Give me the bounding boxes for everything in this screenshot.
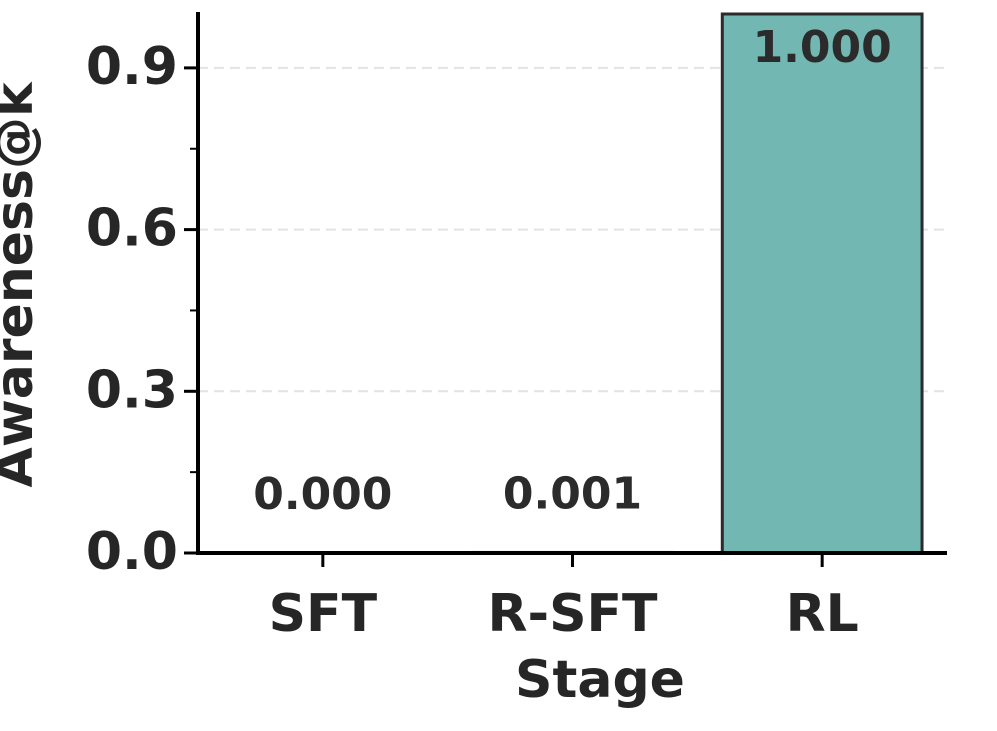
x-tick-label: R-SFT (487, 584, 658, 644)
x-axis-label: Stage (515, 650, 685, 710)
x-tick-label: SFT (269, 584, 378, 644)
y-tick-label: 0.6 (86, 199, 178, 259)
y-axis-label: Awareness@k (0, 81, 45, 487)
value-label: 0.001 (503, 468, 642, 519)
y-tick-label: 0.0 (86, 522, 178, 582)
y-tick-label: 0.3 (86, 360, 178, 420)
bar (720, 12, 924, 555)
value-label: 1.000 (753, 22, 892, 73)
value-label: 0.000 (253, 469, 392, 520)
y-tick-label: 0.9 (86, 37, 178, 97)
x-tick-label: RL (786, 584, 859, 644)
